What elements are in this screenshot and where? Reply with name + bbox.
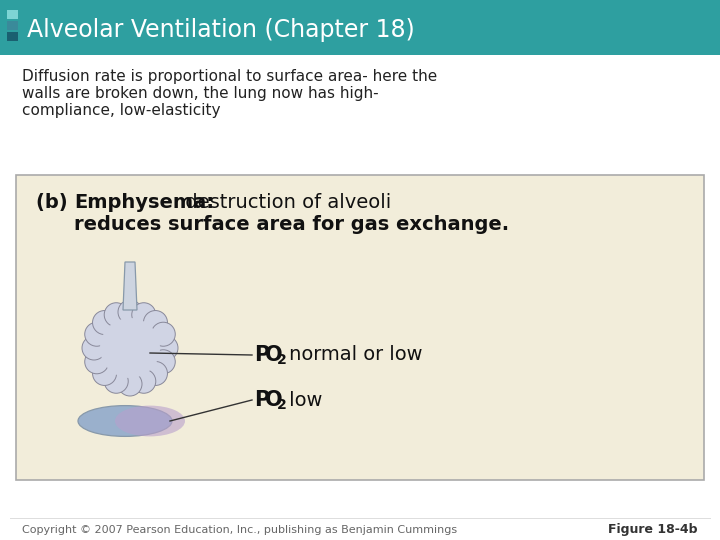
Text: reduces surface area for gas exchange.: reduces surface area for gas exchange. bbox=[74, 215, 509, 234]
FancyBboxPatch shape bbox=[0, 0, 720, 55]
Text: O: O bbox=[265, 390, 282, 410]
Text: destruction of alveoli: destruction of alveoli bbox=[179, 193, 391, 212]
Circle shape bbox=[132, 303, 156, 327]
Text: Diffusion rate is proportional to surface area- here the: Diffusion rate is proportional to surfac… bbox=[22, 69, 437, 84]
Circle shape bbox=[151, 350, 175, 374]
Text: P: P bbox=[254, 345, 269, 365]
Circle shape bbox=[118, 300, 142, 324]
Text: Alveolar Ventilation (Chapter 18): Alveolar Ventilation (Chapter 18) bbox=[27, 18, 415, 42]
Circle shape bbox=[82, 336, 106, 360]
Polygon shape bbox=[123, 262, 137, 310]
Text: 2: 2 bbox=[277, 353, 287, 367]
Circle shape bbox=[143, 361, 168, 386]
FancyBboxPatch shape bbox=[16, 175, 704, 480]
Circle shape bbox=[132, 369, 156, 393]
Circle shape bbox=[104, 303, 128, 327]
Circle shape bbox=[151, 322, 175, 346]
Circle shape bbox=[104, 369, 128, 393]
Text: O: O bbox=[265, 345, 282, 365]
Text: 2: 2 bbox=[277, 399, 287, 412]
Circle shape bbox=[118, 372, 142, 396]
Circle shape bbox=[93, 310, 117, 335]
Text: (b): (b) bbox=[36, 193, 81, 212]
FancyBboxPatch shape bbox=[7, 32, 18, 41]
Text: low: low bbox=[283, 390, 323, 409]
Text: normal or low: normal or low bbox=[283, 346, 423, 365]
FancyBboxPatch shape bbox=[7, 10, 18, 19]
Circle shape bbox=[100, 318, 160, 378]
Text: Emphysema:: Emphysema: bbox=[74, 193, 214, 212]
Text: Copyright © 2007 Pearson Education, Inc., publishing as Benjamin Cummings: Copyright © 2007 Pearson Education, Inc.… bbox=[22, 525, 457, 535]
Circle shape bbox=[154, 336, 178, 360]
Circle shape bbox=[85, 322, 109, 346]
Circle shape bbox=[92, 310, 168, 386]
Text: walls are broken down, the lung now has high-: walls are broken down, the lung now has … bbox=[22, 86, 379, 101]
Text: Figure 18-4b: Figure 18-4b bbox=[608, 523, 698, 537]
FancyBboxPatch shape bbox=[7, 21, 18, 30]
Ellipse shape bbox=[78, 406, 172, 436]
Circle shape bbox=[143, 310, 168, 335]
Circle shape bbox=[93, 361, 117, 386]
Ellipse shape bbox=[115, 406, 185, 436]
Circle shape bbox=[85, 350, 109, 374]
Text: P: P bbox=[254, 390, 269, 410]
Text: compliance, low-elasticity: compliance, low-elasticity bbox=[22, 103, 220, 118]
